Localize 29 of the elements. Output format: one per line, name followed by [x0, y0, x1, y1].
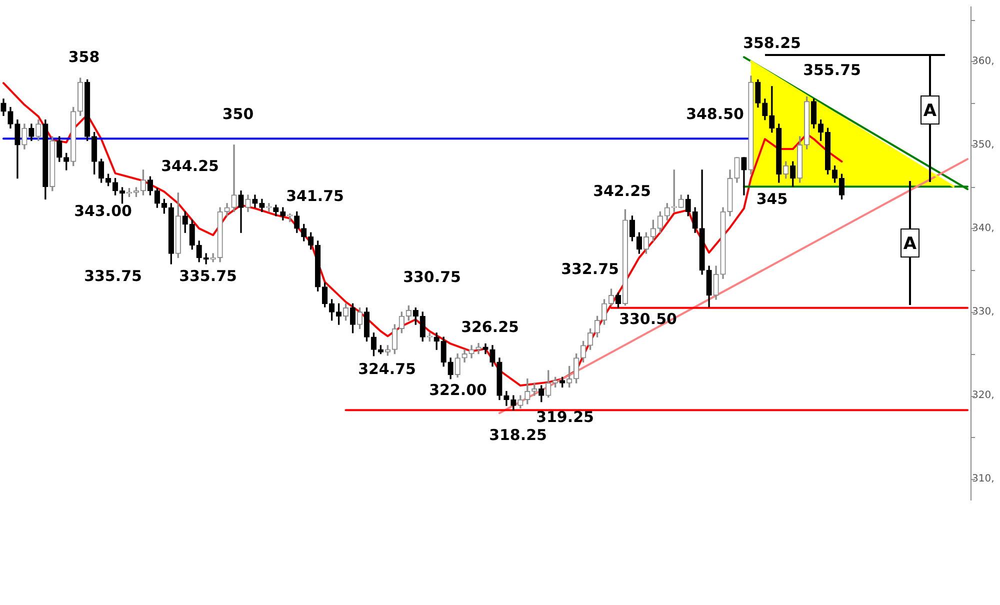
annotation: 348.50: [686, 104, 744, 123]
y-tick-label: 310,: [972, 474, 994, 485]
annotation: 330.75: [403, 268, 461, 286]
annotation: 335.75: [179, 266, 237, 285]
annotation: 355.75: [803, 60, 861, 79]
y-tick-label: 340,: [972, 223, 994, 234]
annotation: 358.25: [743, 34, 801, 52]
annotation: 318.25: [489, 426, 547, 444]
measure-bracket: A: [898, 181, 922, 306]
annotation: 330.50: [619, 310, 677, 328]
annotation: 326.25: [461, 318, 519, 336]
annotation: 322.00: [429, 380, 487, 399]
annotation: 358: [68, 48, 100, 66]
annotation: 345: [756, 190, 788, 208]
y-tick-label: 330,: [972, 306, 994, 318]
y-tick-label: 360,: [972, 56, 994, 67]
y-tick-label: 320,: [972, 390, 994, 402]
y-tick-label: 350,: [972, 139, 994, 150]
annotation: 343.00: [74, 202, 132, 220]
annotation: 344.25: [161, 156, 219, 175]
annotation: 332.75: [561, 260, 619, 278]
annotation: 350: [222, 104, 254, 123]
annotation: 324.75: [358, 360, 416, 378]
annotation: 342.25: [593, 182, 651, 200]
annotation: A: [923, 101, 938, 121]
annotation: 319.25: [536, 408, 594, 426]
annotation: 335.75: [84, 266, 142, 285]
annotation: A: [903, 234, 918, 254]
annotation: 341.75: [286, 186, 344, 205]
